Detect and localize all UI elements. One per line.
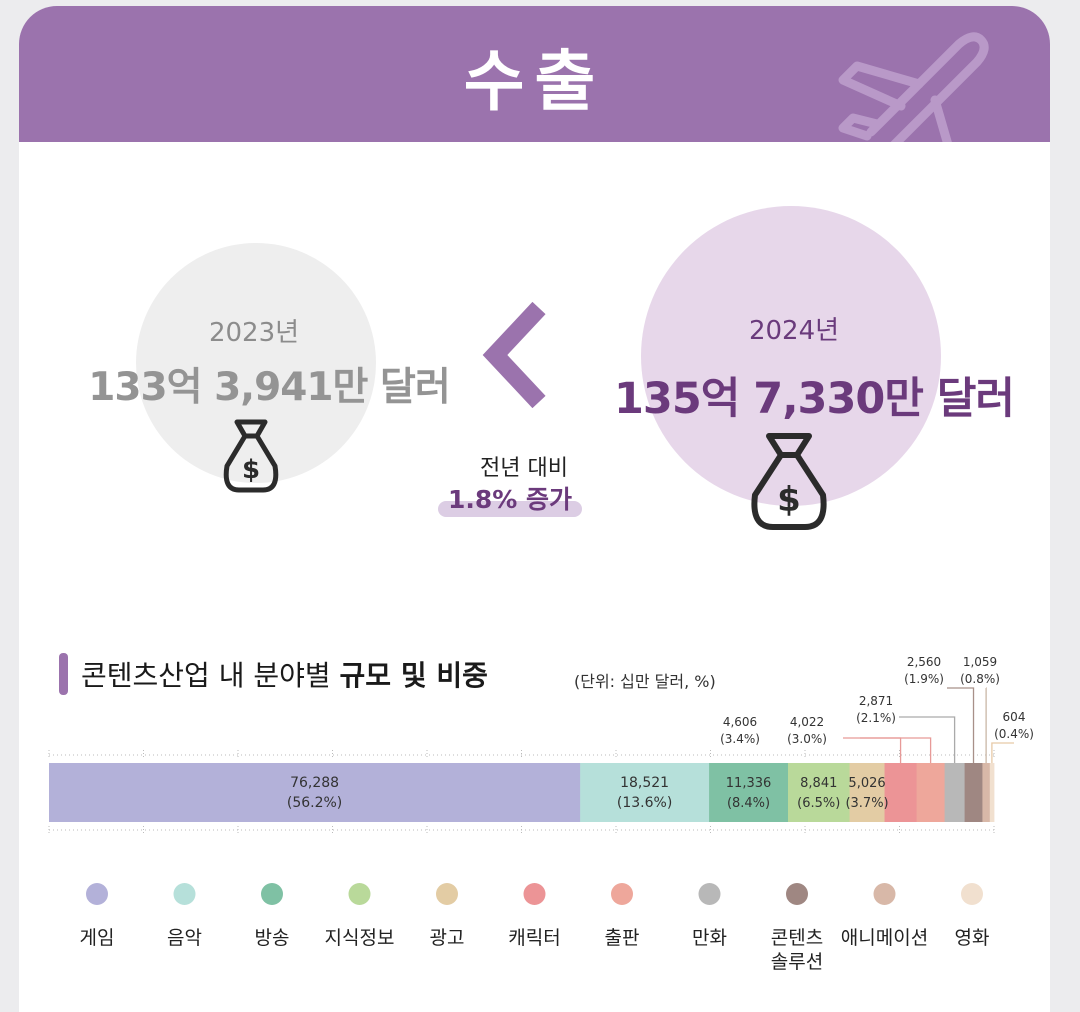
section-marker <box>59 653 68 695</box>
callout-percent: (0.8%) <box>960 672 1000 686</box>
legend-dot <box>86 883 108 905</box>
legend-dot <box>523 883 546 905</box>
bar-segment-4 <box>787 763 850 822</box>
money-bag-icon: $ <box>223 419 279 493</box>
legend-dot <box>961 883 983 905</box>
legend-label: 영화 <box>955 927 990 949</box>
section-unit: (단위: 십만 달러, %) <box>574 672 716 691</box>
legend-label: 음악 <box>167 927 202 949</box>
data-label-percent: (3.7%) <box>845 796 888 811</box>
legend-label: 지식정보 <box>325 927 395 949</box>
bar-segment-7 <box>916 763 946 822</box>
bar-segment-1 <box>49 763 581 822</box>
section-title: 콘텐츠산업 내 분야별 규모 및 비중 <box>81 654 488 694</box>
header-banner: 수출 <box>19 6 1050 142</box>
curr-year-amount: 135억 7,330만 달러 <box>614 374 1015 424</box>
bar-segment-11 <box>989 763 995 822</box>
svg-text:$: $ <box>242 455 260 485</box>
data-label-percent: (6.5%) <box>797 796 840 811</box>
legend-dot <box>873 883 896 905</box>
page-title: 수출 <box>463 43 606 120</box>
legend-label: 만화 <box>692 927 727 949</box>
data-label-percent: (13.6%) <box>617 795 672 811</box>
data-label-percent: (8.4%) <box>727 796 770 811</box>
callout-percent: (1.9%) <box>904 672 944 686</box>
legend-dot <box>261 883 283 905</box>
bar-segment-10 <box>982 763 991 822</box>
data-label-value: 11,336 <box>726 776 772 791</box>
legend-dot <box>436 883 458 905</box>
callout-value: 604 <box>1003 710 1026 724</box>
curr-year-label: 2024년 <box>748 316 840 346</box>
bar-segment-6 <box>884 763 918 822</box>
legend-label: 캐릭터 <box>508 927 560 949</box>
bar-segment-3 <box>709 763 789 822</box>
export-card: 수출 2023년 133억 3,941만 달러 $ 2024년 135억 7,3… <box>19 6 1050 1012</box>
data-label-value: 5,026 <box>848 776 885 791</box>
callout-leader <box>843 737 902 763</box>
callout-leader <box>899 716 956 763</box>
prev-year-label: 2023년 <box>208 318 300 348</box>
money-bag-icon: $ <box>751 433 827 530</box>
callout-leader <box>860 737 932 763</box>
bar-segment-5 <box>849 763 885 822</box>
callout-value: 2,871 <box>859 694 893 708</box>
callout-value: 2,560 <box>907 655 941 669</box>
legend-dot <box>786 883 808 905</box>
legend-label: 솔루션 <box>771 951 823 973</box>
data-label-percent: (56.2%) <box>287 795 342 811</box>
callout-leader <box>991 742 1014 763</box>
callout-percent: (3.4%) <box>720 732 760 746</box>
data-label-value: 76,288 <box>290 775 339 791</box>
callout-percent: (2.1%) <box>856 711 896 725</box>
callout-percent: (0.4%) <box>994 727 1034 741</box>
legend-label: 콘텐츠 <box>771 927 823 949</box>
comparison-label: 전년 대비 <box>480 456 568 481</box>
comparison-highlight <box>438 501 582 517</box>
svg-text:$: $ <box>777 480 801 520</box>
comparison-value: 1.8% 증가 <box>447 485 573 514</box>
stacked-share-chart: 76,288 (56.2%) 18,521 (13.6%) 11,336 (8.4%) 8,… <box>48 655 1034 973</box>
legend-dot <box>698 883 721 905</box>
airplane-icon <box>838 32 989 142</box>
legend-label: 광고 <box>430 927 465 949</box>
legend-label: 출판 <box>605 927 640 949</box>
legend-dot <box>173 883 196 905</box>
legend-label: 게임 <box>80 927 115 949</box>
data-label-value: 8,841 <box>800 776 837 791</box>
data-label-value: 18,521 <box>620 775 669 791</box>
callout-value: 1,059 <box>963 655 997 669</box>
callout-percent: (3.0%) <box>787 732 827 746</box>
section-title-normal: 콘텐츠산업 내 분야별 <box>81 659 340 692</box>
prev-year-bubble <box>136 243 376 483</box>
legend-dot <box>348 883 371 905</box>
bar-segment-8 <box>944 763 965 822</box>
legend-label: 방송 <box>255 927 290 949</box>
legend-dot <box>611 883 633 905</box>
callout-value: 4,606 <box>723 715 757 729</box>
prev-year-amount: 133억 3,941만 달러 <box>88 365 450 410</box>
callout-leader <box>947 687 975 763</box>
bar-segment-2 <box>580 763 710 822</box>
callout-value: 4,022 <box>790 715 824 729</box>
bar-segment-9 <box>964 763 983 822</box>
chevron-left-icon <box>482 302 546 408</box>
legend-label: 애니메이션 <box>841 927 928 949</box>
section-title-bold: 규모 및 비중 <box>339 659 488 692</box>
